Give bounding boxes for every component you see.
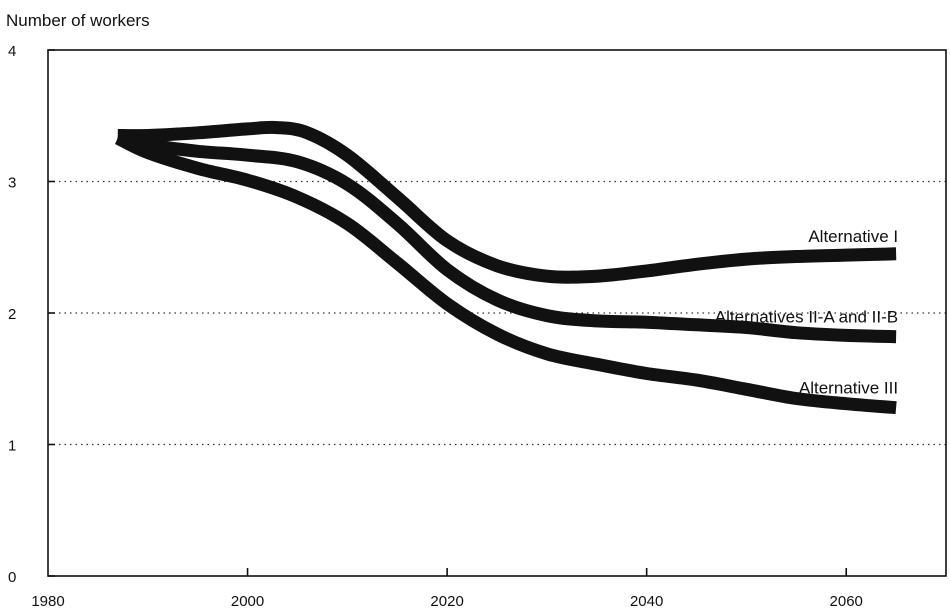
series-line bbox=[116, 130, 897, 344]
series-label: Alternative I bbox=[808, 227, 898, 246]
x-tick-label: 1980 bbox=[31, 593, 64, 610]
series-line bbox=[117, 120, 897, 284]
series-labels: Alternative I Alternatives II-A and II-B A… bbox=[715, 227, 898, 398]
y-tick-label: 4 bbox=[8, 43, 16, 60]
y-axis-title: Number of workers bbox=[6, 11, 150, 30]
grid-lines bbox=[48, 180, 946, 446]
x-tick-label: 2020 bbox=[430, 593, 463, 610]
y-tick-label: 1 bbox=[8, 438, 16, 455]
series-label: Alternative III bbox=[799, 379, 898, 398]
axis-ticks: 0 1 2 3 4 1980 2000 2020 2040 2060 bbox=[8, 43, 863, 610]
y-tick-label: 0 bbox=[8, 569, 16, 586]
y-tick-label: 3 bbox=[8, 175, 16, 192]
x-tick-label: 2060 bbox=[830, 593, 863, 610]
y-tick-label: 2 bbox=[8, 306, 16, 323]
series-lines bbox=[114, 120, 897, 415]
series-line bbox=[114, 132, 897, 415]
x-tick-label: 2000 bbox=[231, 593, 264, 610]
x-tick-label: 2040 bbox=[630, 593, 663, 610]
series-label: Alternatives II-A and II-B bbox=[715, 308, 898, 327]
